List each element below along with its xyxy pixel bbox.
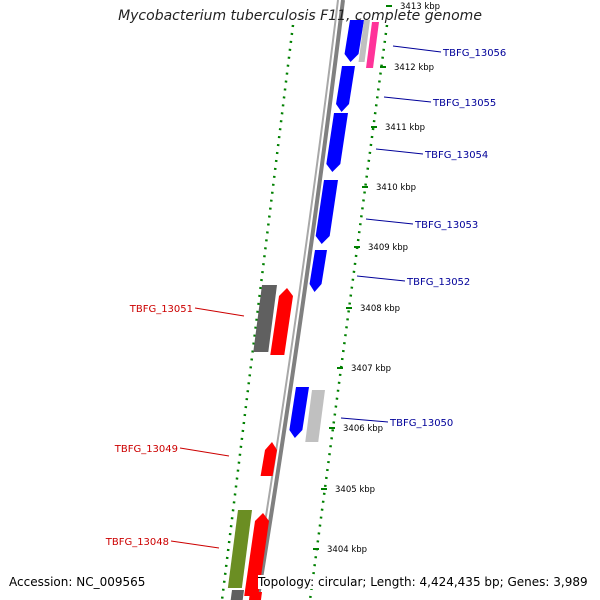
gene-block-13056 — [344, 20, 364, 62]
backbone-inner-line — [251, 0, 339, 600]
gene-block-13056-rna — [366, 22, 379, 68]
genome-info-text: Topology: circular; Length: 4,424,435 bp… — [258, 575, 588, 589]
gene-label: TBFG_13052 — [406, 277, 470, 288]
gene-label: TBFG_13056 — [442, 48, 506, 59]
gene-label: TBFG_13049 — [114, 444, 178, 455]
tick-label: 3408 kbp — [360, 304, 400, 314]
gene-block-13054 — [326, 113, 348, 172]
tick-label: 3404 kbp — [327, 545, 367, 555]
tick-label: 3412 kbp — [394, 63, 434, 73]
gene-label: TBFG_13054 — [424, 150, 488, 161]
gene-block-partial — [230, 590, 244, 600]
gene-block-partial-red — [248, 592, 262, 600]
dotted-guide-left — [220, 24, 295, 600]
gene-block-13056-pseudo — [358, 20, 370, 62]
gene-block-13049 — [260, 442, 277, 476]
gene-label: TBFG_13053 — [414, 220, 478, 231]
gene-block-13051-neighbor — [253, 285, 277, 352]
gene-label-leader — [340, 417, 389, 423]
tick-label: 3409 kbp — [368, 243, 408, 253]
gene-label-leader — [383, 96, 432, 103]
gene-block-13048-neighbor — [227, 510, 252, 588]
tick-label: 3413 kbp — [400, 2, 440, 12]
tick-label: 3407 kbp — [351, 364, 391, 374]
gene-block-13050 — [289, 387, 309, 438]
gene-block-13053 — [315, 180, 338, 244]
gene-label: TBFG_13050 — [389, 418, 453, 429]
gene-block-13048 — [244, 513, 269, 596]
gene-label: TBFG_13051 — [129, 304, 193, 315]
gene-label-leader — [365, 218, 414, 225]
tick-label: 3406 kbp — [343, 424, 383, 434]
gene-label-leader — [179, 447, 230, 457]
tick-label: 3411 kbp — [385, 123, 425, 133]
gene-label-leader — [356, 275, 406, 282]
tick-label: 3410 kbp — [376, 183, 416, 193]
gene-label: TBFG_13055 — [432, 98, 496, 109]
gene-label-leader — [375, 148, 424, 155]
backbone-line — [255, 0, 345, 600]
gene-label-leader — [392, 45, 442, 53]
tick-label: 3405 kbp — [335, 485, 375, 495]
genome-title: Mycobacterium tuberculosis F11, complete… — [118, 8, 482, 24]
gene-block-13052 — [309, 250, 327, 292]
accession-text: Accession: NC_009565 — [9, 575, 146, 589]
gene-block-13051 — [270, 288, 293, 355]
gene-label-leader — [170, 540, 220, 549]
gene-label-leader — [194, 307, 245, 317]
gene-block-13050-neighbor — [305, 390, 325, 442]
gene-block-13055 — [336, 66, 355, 112]
dotted-guide-right — [308, 24, 389, 600]
gene-label: TBFG_13048 — [105, 537, 169, 548]
